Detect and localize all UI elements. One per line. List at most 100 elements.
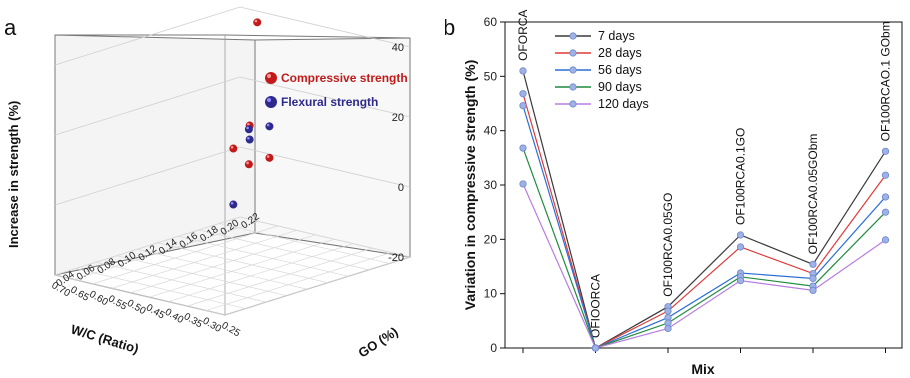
compressive-point: [244, 160, 253, 169]
legend-label: 90 days: [598, 80, 642, 94]
series-point: [664, 324, 672, 333]
panel-b-letter: b: [445, 15, 455, 40]
floor-gridline-y: [96, 261, 267, 303]
category-label: OF100RCA0.1GO: [734, 128, 748, 225]
floor-gridline-y: [137, 248, 308, 290]
series-point: [736, 277, 745, 285]
floor-gridline-y: [239, 216, 411, 258]
legend-marker: [569, 83, 577, 91]
point-highlight: [246, 161, 249, 165]
x-axis-label: Mix: [691, 361, 715, 377]
panel-a-3d-scatter: a -2002040600.250.300.350.400.450.500.55…: [4, 6, 411, 361]
series-point: [736, 243, 745, 251]
series-point: [881, 171, 890, 179]
x-tick-label: 0.55: [106, 293, 129, 312]
z-tick-label: -20: [388, 252, 404, 264]
series-point: [809, 274, 817, 283]
legend-flexural-label: Flexural strength: [281, 95, 378, 109]
point-highlight: [246, 126, 249, 130]
panel-a-points: [229, 18, 274, 209]
panel-b-line-chart: b 0 10 20 30 40 50 60 OFORCA OFIOORCA OF100RCA0.…: [445, 10, 903, 377]
series-point: [519, 90, 527, 98]
flexural-point: [245, 135, 254, 144]
compressive-point: [265, 153, 274, 162]
legend-label: 120 days: [598, 97, 649, 111]
point-highlight: [266, 155, 270, 158]
x-tick-label: 0.65: [68, 285, 91, 304]
z-gridline: [54, 6, 411, 66]
series-point: [809, 286, 817, 295]
series-point: [519, 144, 527, 152]
floor-gridline-y: [75, 268, 246, 309]
floor-gridline-x: [168, 243, 354, 303]
series-point: [664, 307, 672, 315]
legend-marker: [569, 100, 577, 108]
legend-compressive-marker-shine: [267, 74, 271, 78]
flexural-point: [265, 122, 274, 131]
y-tick-label: 0: [490, 341, 497, 355]
floor-gridline-x: [206, 252, 392, 311]
panel-a-letter: a: [4, 15, 17, 40]
panel-a-grid: [54, 6, 411, 316]
series-line: [522, 183, 886, 349]
floor-gridline-y: [116, 255, 287, 297]
series-point: [519, 180, 527, 188]
legend-flexural-marker: [265, 96, 277, 108]
series-point: [519, 67, 527, 75]
category-label: OFORCA: [516, 10, 530, 61]
floor-gridline-x: [130, 234, 316, 294]
series-point: [881, 147, 890, 155]
legend: 7 days 28 days 56 days 90 days 120 days: [555, 29, 649, 111]
y-tick-label: 40: [484, 124, 498, 138]
point-highlight: [254, 19, 258, 23]
y-tick-label: 10: [484, 287, 498, 301]
z-tick-label: 40: [392, 42, 404, 54]
compressive-point: [229, 144, 238, 153]
legend-marker: [569, 32, 577, 40]
x-tick-label: 0.45: [144, 302, 167, 321]
floor-gridline-y: [54, 274, 226, 316]
y-axis-ticks: 0 10 20 30 40 50 60: [484, 15, 505, 355]
series-point: [881, 236, 890, 244]
z-tick-label: 0: [398, 182, 404, 194]
floor-gridline-y: [198, 229, 369, 271]
point-highlight: [247, 122, 250, 126]
x-tick-label: 0.60: [87, 289, 110, 308]
x-axis-ticks: [522, 348, 886, 353]
panel-a-legend: Compressive strength Flexural strength: [265, 71, 408, 109]
y-axis-label: GO (%): [355, 324, 400, 361]
plot-frame: [504, 21, 903, 349]
series-lines: [519, 67, 890, 352]
z-gridline: [54, 146, 411, 206]
legend-compressive-marker: [265, 72, 277, 84]
series-point: [881, 208, 890, 216]
floor-gridline-x: [73, 221, 259, 280]
x-tick-label: 0.25: [220, 320, 243, 339]
point-highlight: [230, 201, 234, 205]
legend-marker: [569, 66, 577, 74]
category-label: OF100RCA0.05GObm: [806, 134, 820, 255]
floor-gridline-x: [224, 256, 411, 316]
floor-gridline-x: [54, 216, 241, 276]
point-highlight: [266, 123, 270, 127]
legend-flexural-marker-shine: [267, 98, 271, 102]
y-axis-label: Variation in compressive strength (%): [462, 60, 478, 311]
category-label: OF100RCAO.1 GObm: [879, 21, 893, 141]
series-point: [519, 102, 527, 110]
z-tick-label: 20: [392, 112, 404, 124]
series-point: [881, 193, 890, 201]
series-line: [522, 105, 886, 349]
series-point: [809, 260, 817, 268]
floor-gridline-x: [92, 225, 278, 285]
point-highlight: [230, 145, 234, 149]
legend-marker: [569, 49, 577, 57]
series-line: [522, 70, 887, 349]
z-axis-label: Increase in strength (%): [6, 101, 21, 248]
x-tick-label: 0.40: [163, 307, 186, 326]
floor-gridline-y: [157, 242, 328, 284]
floor-gridline-x: [111, 229, 297, 289]
y-tick-label: 50: [484, 69, 498, 83]
legend-label: 28 days: [598, 46, 642, 60]
floor-gridline-x: [187, 247, 373, 307]
z-gridline: [54, 76, 411, 136]
